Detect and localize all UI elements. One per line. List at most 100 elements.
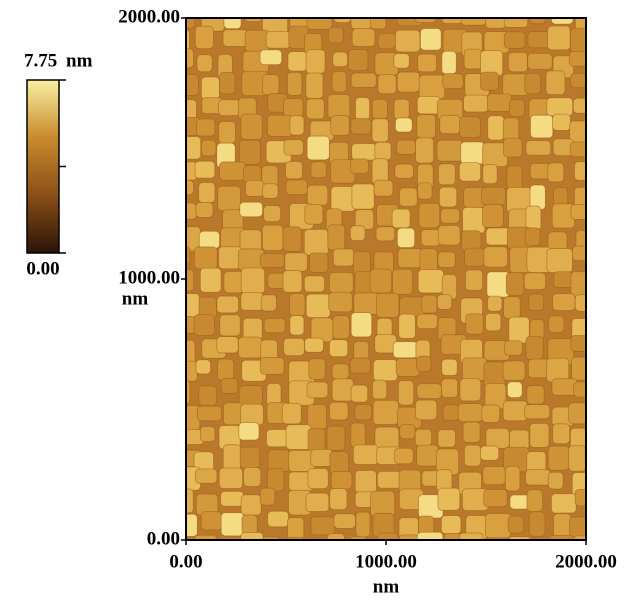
grain bbox=[351, 423, 365, 448]
grain bbox=[398, 381, 413, 405]
grain bbox=[462, 358, 486, 381]
grain bbox=[287, 72, 301, 95]
grain bbox=[483, 538, 509, 562]
grain bbox=[393, 269, 413, 294]
grain bbox=[284, 98, 303, 116]
grain bbox=[245, 180, 264, 196]
grain bbox=[529, 512, 545, 536]
grain bbox=[304, 276, 324, 292]
grain bbox=[488, 116, 504, 140]
grain bbox=[575, 295, 594, 311]
grain bbox=[418, 183, 432, 199]
grain bbox=[461, 142, 485, 164]
grain bbox=[551, 494, 576, 513]
grain bbox=[332, 71, 346, 92]
grain bbox=[201, 140, 216, 156]
grain bbox=[551, 5, 573, 24]
grain bbox=[440, 115, 460, 133]
colorbar-tick-label: 7.75 bbox=[24, 50, 57, 71]
grain bbox=[503, 401, 527, 421]
grain bbox=[331, 471, 352, 489]
grain bbox=[196, 360, 210, 374]
grain bbox=[484, 489, 507, 506]
grain bbox=[415, 400, 436, 420]
grain bbox=[288, 52, 307, 71]
grain bbox=[354, 293, 379, 314]
grain bbox=[245, 6, 262, 22]
grain bbox=[553, 114, 571, 130]
grain bbox=[415, 429, 431, 446]
grain bbox=[283, 271, 302, 293]
grain bbox=[329, 272, 353, 292]
grain bbox=[396, 358, 419, 376]
grain bbox=[307, 136, 329, 160]
grain bbox=[504, 341, 522, 356]
grain bbox=[196, 203, 213, 218]
grain bbox=[505, 466, 520, 491]
grain bbox=[549, 316, 564, 333]
grain bbox=[240, 202, 263, 217]
grain bbox=[352, 184, 374, 209]
grain bbox=[484, 247, 508, 267]
grain bbox=[595, 202, 614, 223]
grain bbox=[332, 364, 349, 379]
grain bbox=[527, 490, 543, 512]
grain bbox=[399, 314, 416, 338]
grain bbox=[260, 358, 284, 375]
grain bbox=[459, 533, 483, 555]
grain bbox=[398, 249, 422, 268]
grain bbox=[503, 361, 525, 380]
grain bbox=[217, 337, 238, 353]
grain bbox=[418, 270, 443, 293]
grain bbox=[284, 140, 303, 156]
grain bbox=[241, 268, 264, 293]
grain bbox=[597, 407, 614, 422]
grain bbox=[221, 378, 238, 393]
grain bbox=[420, 29, 441, 51]
colorbar-tick-label: 0.00 bbox=[26, 258, 59, 279]
grain bbox=[419, 203, 440, 227]
grain bbox=[507, 382, 522, 398]
grain bbox=[443, 74, 463, 89]
grain bbox=[352, 29, 375, 47]
grain bbox=[306, 50, 325, 74]
grain bbox=[504, 297, 521, 319]
grain bbox=[239, 423, 259, 440]
grain bbox=[591, 248, 614, 269]
grain bbox=[374, 180, 393, 196]
grain bbox=[530, 423, 549, 447]
grain bbox=[311, 449, 333, 466]
colorbar bbox=[27, 80, 59, 253]
grain bbox=[591, 362, 615, 377]
grain bbox=[308, 428, 325, 452]
grain bbox=[197, 406, 221, 421]
grain bbox=[334, 6, 351, 22]
grain bbox=[482, 405, 500, 422]
grain bbox=[350, 159, 368, 174]
grain bbox=[466, 314, 484, 334]
grain bbox=[397, 228, 414, 247]
grain bbox=[486, 313, 501, 331]
grain bbox=[417, 384, 441, 399]
grain bbox=[526, 206, 541, 230]
y-tick-label: 0.00 bbox=[147, 528, 180, 549]
grain bbox=[220, 72, 235, 93]
grain bbox=[571, 272, 591, 296]
grain bbox=[392, 209, 410, 228]
grain bbox=[220, 315, 240, 336]
grain bbox=[328, 27, 343, 43]
grain bbox=[463, 422, 480, 442]
grain bbox=[194, 247, 217, 269]
grain bbox=[464, 95, 489, 112]
grain bbox=[283, 227, 301, 252]
grain bbox=[554, 272, 573, 288]
grain bbox=[417, 445, 439, 466]
grain bbox=[239, 140, 260, 164]
grain bbox=[219, 468, 242, 489]
grain bbox=[200, 426, 215, 441]
colorbar-unit: nm bbox=[66, 50, 93, 71]
grain bbox=[245, 30, 269, 52]
grain bbox=[443, 405, 459, 421]
grain bbox=[526, 336, 543, 359]
grain bbox=[595, 276, 611, 294]
